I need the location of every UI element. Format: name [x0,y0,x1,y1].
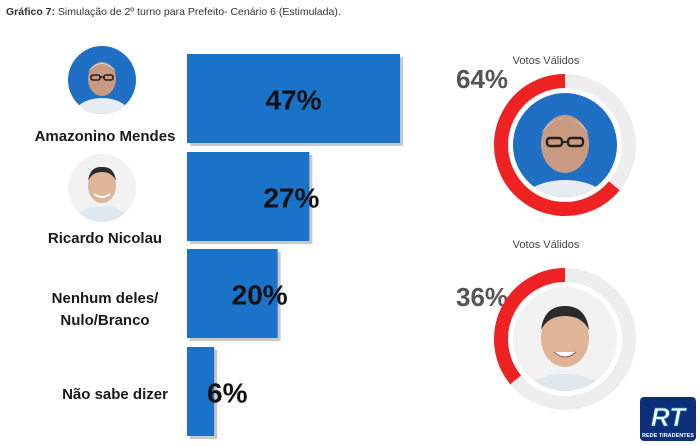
bar-value-label: 27% [263,183,319,214]
donut1-chart [494,74,636,216]
donut-portrait-icon [513,93,617,197]
chart-caption: Gráfico 7: Simulação de 2º turno para Pr… [6,6,341,18]
donut1-percent-label: 64% [456,64,509,94]
candidate-label-nenhum-line1: Nenhum deles/ [51,290,159,307]
donut2-title: Votos Válidos [512,239,580,251]
candidate-photo-amazonino [68,46,136,114]
candidate-label-nenhum-line2: Nulo/Branco [60,312,150,329]
candidate-label-nao-sabe: Não sabe dizer [62,386,168,403]
bar-value-label: 20% [232,280,288,311]
candidate-label-amazonino: Amazonino Mendes [34,128,176,145]
logo-text: RT [651,402,687,432]
rt-logo-icon: RT REDE TIRADENTES [640,397,696,441]
avatar-portrait-icon [68,46,136,114]
candidate-label-ricardo: Ricardo Nicolau [47,230,163,247]
caption-prefix: Gráfico 7: [6,6,56,18]
avatar-portrait-icon [68,154,136,222]
rede-tiradentes-logo: RT REDE TIRADENTES [640,397,696,441]
donut-portrait-icon [513,287,617,391]
candidate-photo-ricardo [68,154,136,222]
donut-value-arc [494,268,566,385]
bar-3 [187,347,215,436]
donut2-chart [494,268,636,410]
donut2-percent-label: 36% [456,282,509,312]
bar-value-label: 6% [207,378,248,409]
bar-2 [187,249,278,338]
donut1-title: Votos Válidos [512,55,580,67]
bar-value-label: 47% [265,85,321,116]
bar-1 [187,152,310,241]
caption-text: Simulação de 2º turno para Prefeito- Cen… [55,6,341,18]
bar-0 [187,54,400,143]
logo-subtitle: REDE TIRADENTES [642,433,694,439]
donut-value-arc [494,74,620,216]
candidate-label-nenhum: Nenhum deles/ Nulo/Branco [20,288,190,332]
